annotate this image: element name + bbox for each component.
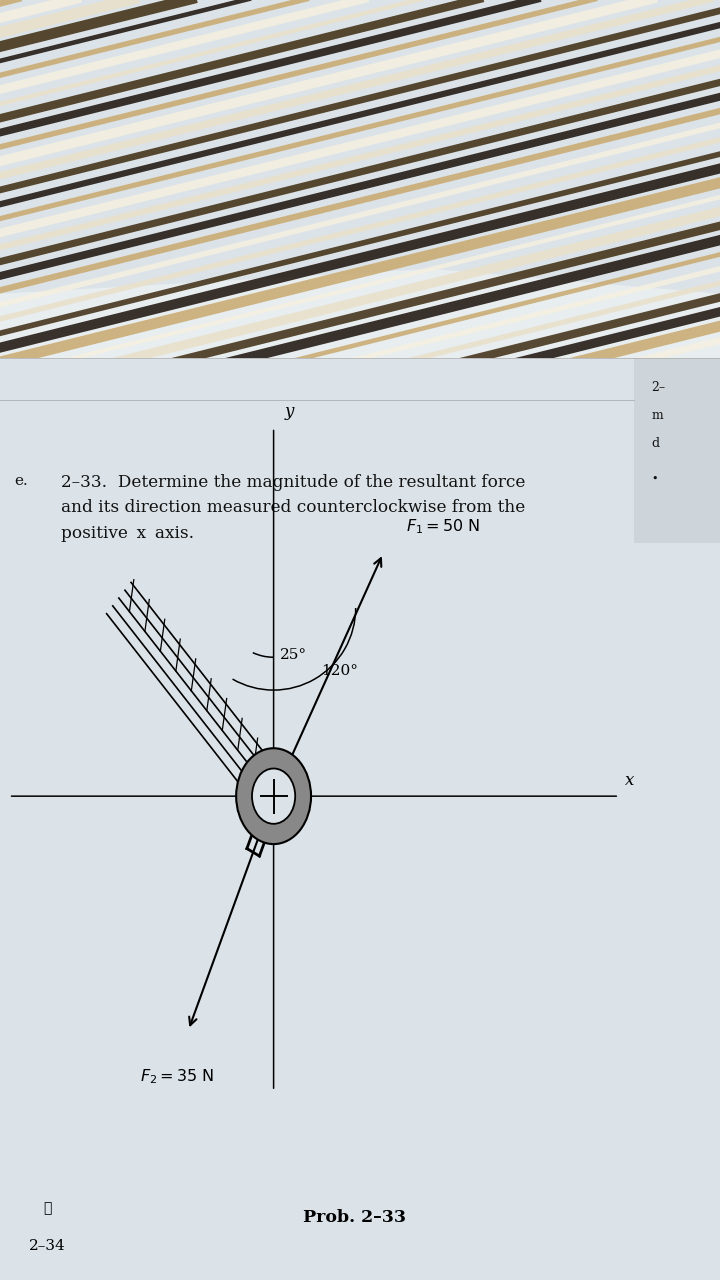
Text: 2–: 2– (652, 381, 666, 394)
Text: y: y (285, 403, 294, 420)
Text: e.: e. (14, 474, 28, 488)
Text: $F_1 = 50\ \mathrm{N}$: $F_1 = 50\ \mathrm{N}$ (406, 517, 480, 536)
Text: 25°: 25° (280, 649, 307, 663)
Text: x: x (625, 772, 634, 788)
Bar (634, 358, 720, 543)
Text: 2–34: 2–34 (29, 1239, 66, 1253)
Text: Prob. 2–33: Prob. 2–33 (302, 1210, 406, 1226)
Circle shape (252, 768, 295, 824)
Text: 2–33.  Determine the magnitude of the resultant force
and its direction measured: 2–33. Determine the magnitude of the res… (61, 474, 526, 541)
Text: $F_2 = 35\ \mathrm{N}$: $F_2 = 35\ \mathrm{N}$ (140, 1068, 214, 1085)
Text: •: • (652, 474, 658, 484)
Text: d: d (652, 436, 660, 449)
Circle shape (236, 749, 311, 844)
Text: ✓: ✓ (43, 1202, 52, 1216)
Polygon shape (0, 269, 720, 358)
Text: m: m (652, 410, 663, 422)
Text: 120°: 120° (321, 664, 358, 678)
